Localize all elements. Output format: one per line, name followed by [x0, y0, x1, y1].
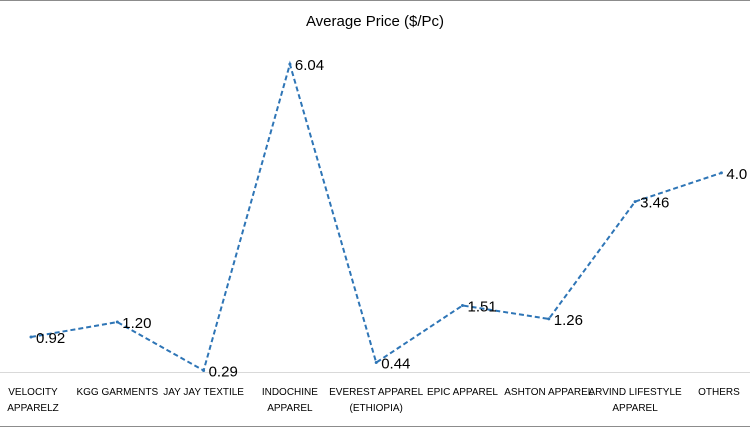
data-label: 1.26 [554, 312, 583, 329]
x-tick-label-group: VELOCITY APPARELZ KGG GARMENTS JAY JAY TEXT… [7, 387, 740, 414]
x-tick-label: ARVIND LIFESTYLE APPAREL [589, 387, 683, 414]
data-point [202, 369, 206, 373]
data-label: 4.0 [726, 166, 747, 183]
x-tick-label-line: (ETHIOPIA) [350, 403, 403, 414]
series-line [30, 60, 722, 372]
data-point [547, 317, 551, 321]
chart-title: Average Price ($/Pc) [306, 13, 444, 30]
x-tick-label-line: EPIC APPAREL [427, 387, 498, 398]
data-label: 0.29 [209, 364, 238, 381]
x-tick-label-line: JAY JAY TEXTILE [163, 387, 244, 398]
x-tick-label: VELOCITY APPARELZ [7, 387, 59, 414]
x-tick-label: EPIC APPAREL [427, 387, 498, 398]
data-label: 3.46 [640, 195, 669, 212]
data-label: 6.04 [295, 57, 324, 74]
x-tick-label-line: ASHTON APPAREL [504, 387, 594, 398]
data-point [633, 200, 637, 204]
x-tick-label-line: APPAREL [267, 403, 313, 414]
data-label: 1.51 [468, 299, 497, 316]
data-point [288, 62, 292, 66]
data-label: 0.92 [36, 330, 65, 347]
x-tick-label: OTHERS [698, 387, 740, 398]
x-tick-label-line: OTHERS [698, 387, 740, 398]
x-tick-label-line: KGG GARMENTS [76, 387, 158, 398]
data-label: 0.44 [381, 356, 410, 373]
data-point [115, 320, 119, 324]
x-tick-label: KGG GARMENTS [76, 387, 158, 398]
x-tick-label-line: EVEREST APPAREL [329, 387, 424, 398]
data-point [719, 171, 723, 175]
data-point [461, 304, 464, 308]
x-tick-label-line: INDOCHINE [262, 387, 318, 398]
x-tick-label: EVEREST APPAREL (ETHIOPIA) [329, 387, 424, 414]
data-label: 1.20 [122, 315, 151, 332]
x-tick-label: INDOCHINE APPAREL [262, 387, 318, 414]
x-tick-label: ASHTON APPAREL [504, 387, 594, 398]
x-tick-label-line: VELOCITY [8, 387, 58, 398]
x-tick-label-line: APPARELZ [7, 403, 59, 414]
x-tick-label-line: APPAREL [612, 403, 658, 414]
data-label-group: 0.92 1.20 0.29 6.04 0.44 1.51 1.26 3.46 4.0 [36, 57, 747, 380]
data-point [374, 361, 378, 365]
series-group [29, 60, 723, 373]
data-point [29, 335, 33, 339]
x-tick-label-line: ARVIND LIFESTYLE [589, 387, 683, 398]
x-tick-label: JAY JAY TEXTILE [163, 387, 244, 398]
